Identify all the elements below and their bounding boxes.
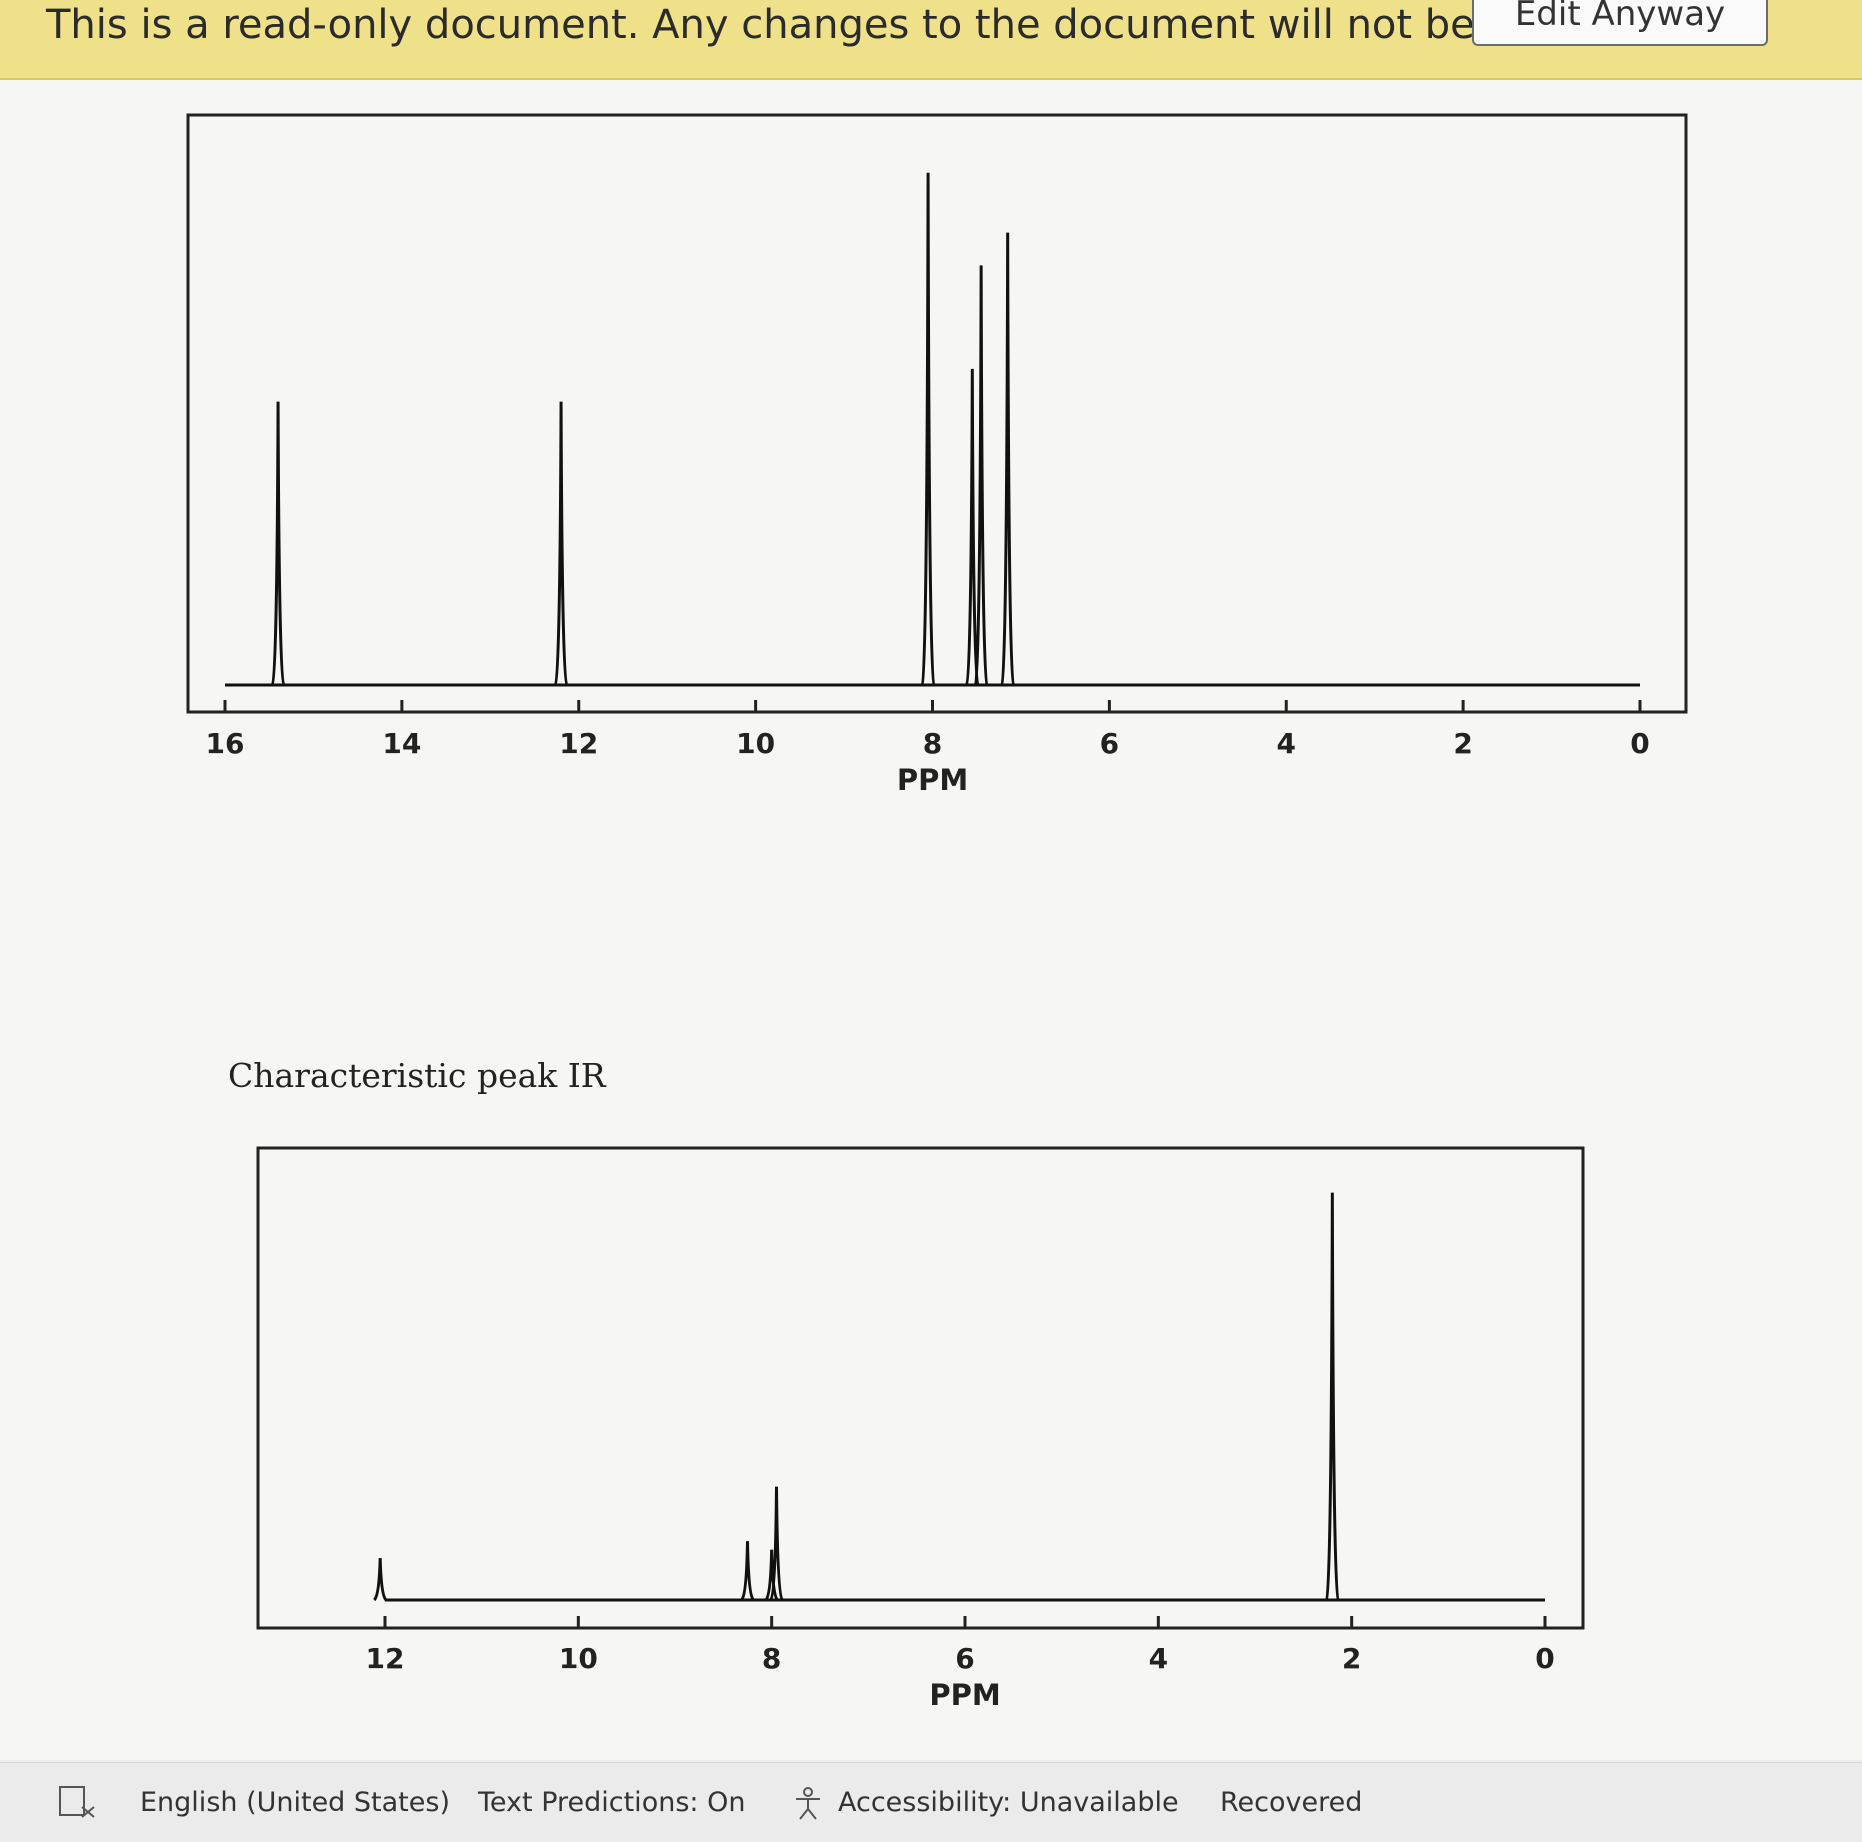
x-tick-label: 4 [1149,1642,1168,1675]
x-tick-label: 0 [1630,727,1649,760]
x-tick-label: 8 [762,1642,781,1675]
peak [769,1486,784,1602]
document-page: Characteristic peak IR 16 14 12 10 8 6 4 2 0 PPM 1… [0,80,1862,1760]
peak [372,1557,388,1602]
peak [764,1549,779,1602]
language[interactable]: English (United States) [140,1787,450,1818]
x-tick-label: 6 [1100,727,1119,760]
peak [1324,1192,1340,1602]
document-canvas: Characteristic peak IR 16 14 12 10 8 6 4 2 0 PPM 1… [186,113,1688,1712]
x-tick-label: 12 [366,1642,405,1675]
x-tick-label: 0 [1535,1642,1554,1675]
x-tick-label: 16 [206,727,245,760]
x-tick-label: 8 [923,727,942,760]
banner-message: This is a read-only document. Any change… [46,2,1620,48]
plot-frame [186,113,1688,714]
x-tick-label: 4 [1277,727,1296,760]
document-status: Recovered [1220,1787,1363,1818]
read-only-banner: This is a read-only document. Any change… [0,0,1862,80]
peak [964,368,980,687]
x-axis-label: PPM [929,1678,1000,1712]
x-tick-label: 2 [1453,727,1472,760]
peak [920,172,936,687]
peak [553,401,569,687]
x-tick-label: 2 [1342,1642,1361,1675]
x-tick-label: 6 [955,1642,974,1675]
peak [973,265,989,687]
text-predictions[interactable]: Text Predictions: On [478,1787,746,1818]
accessibility-icon [796,1787,820,1820]
peak [270,401,286,687]
x-axis-label: PPM [897,763,968,797]
proofing-icon[interactable] [58,1785,98,1819]
peak [740,1541,755,1602]
x-tick-label: 12 [559,727,598,760]
edit-anyway-button[interactable]: Edit Anyway [1472,0,1768,46]
plot-frame [256,1146,1585,1630]
caption: Characteristic peak IR [228,1056,607,1095]
peak [1000,232,1016,687]
accessibility[interactable]: Accessibility: Unavailable [838,1787,1179,1818]
x-tick-label: 10 [736,727,775,760]
status-bar: English (United States) Text Predictions… [0,1762,1862,1842]
x-tick-label: 14 [382,727,421,760]
x-tick-label: 10 [559,1642,598,1675]
